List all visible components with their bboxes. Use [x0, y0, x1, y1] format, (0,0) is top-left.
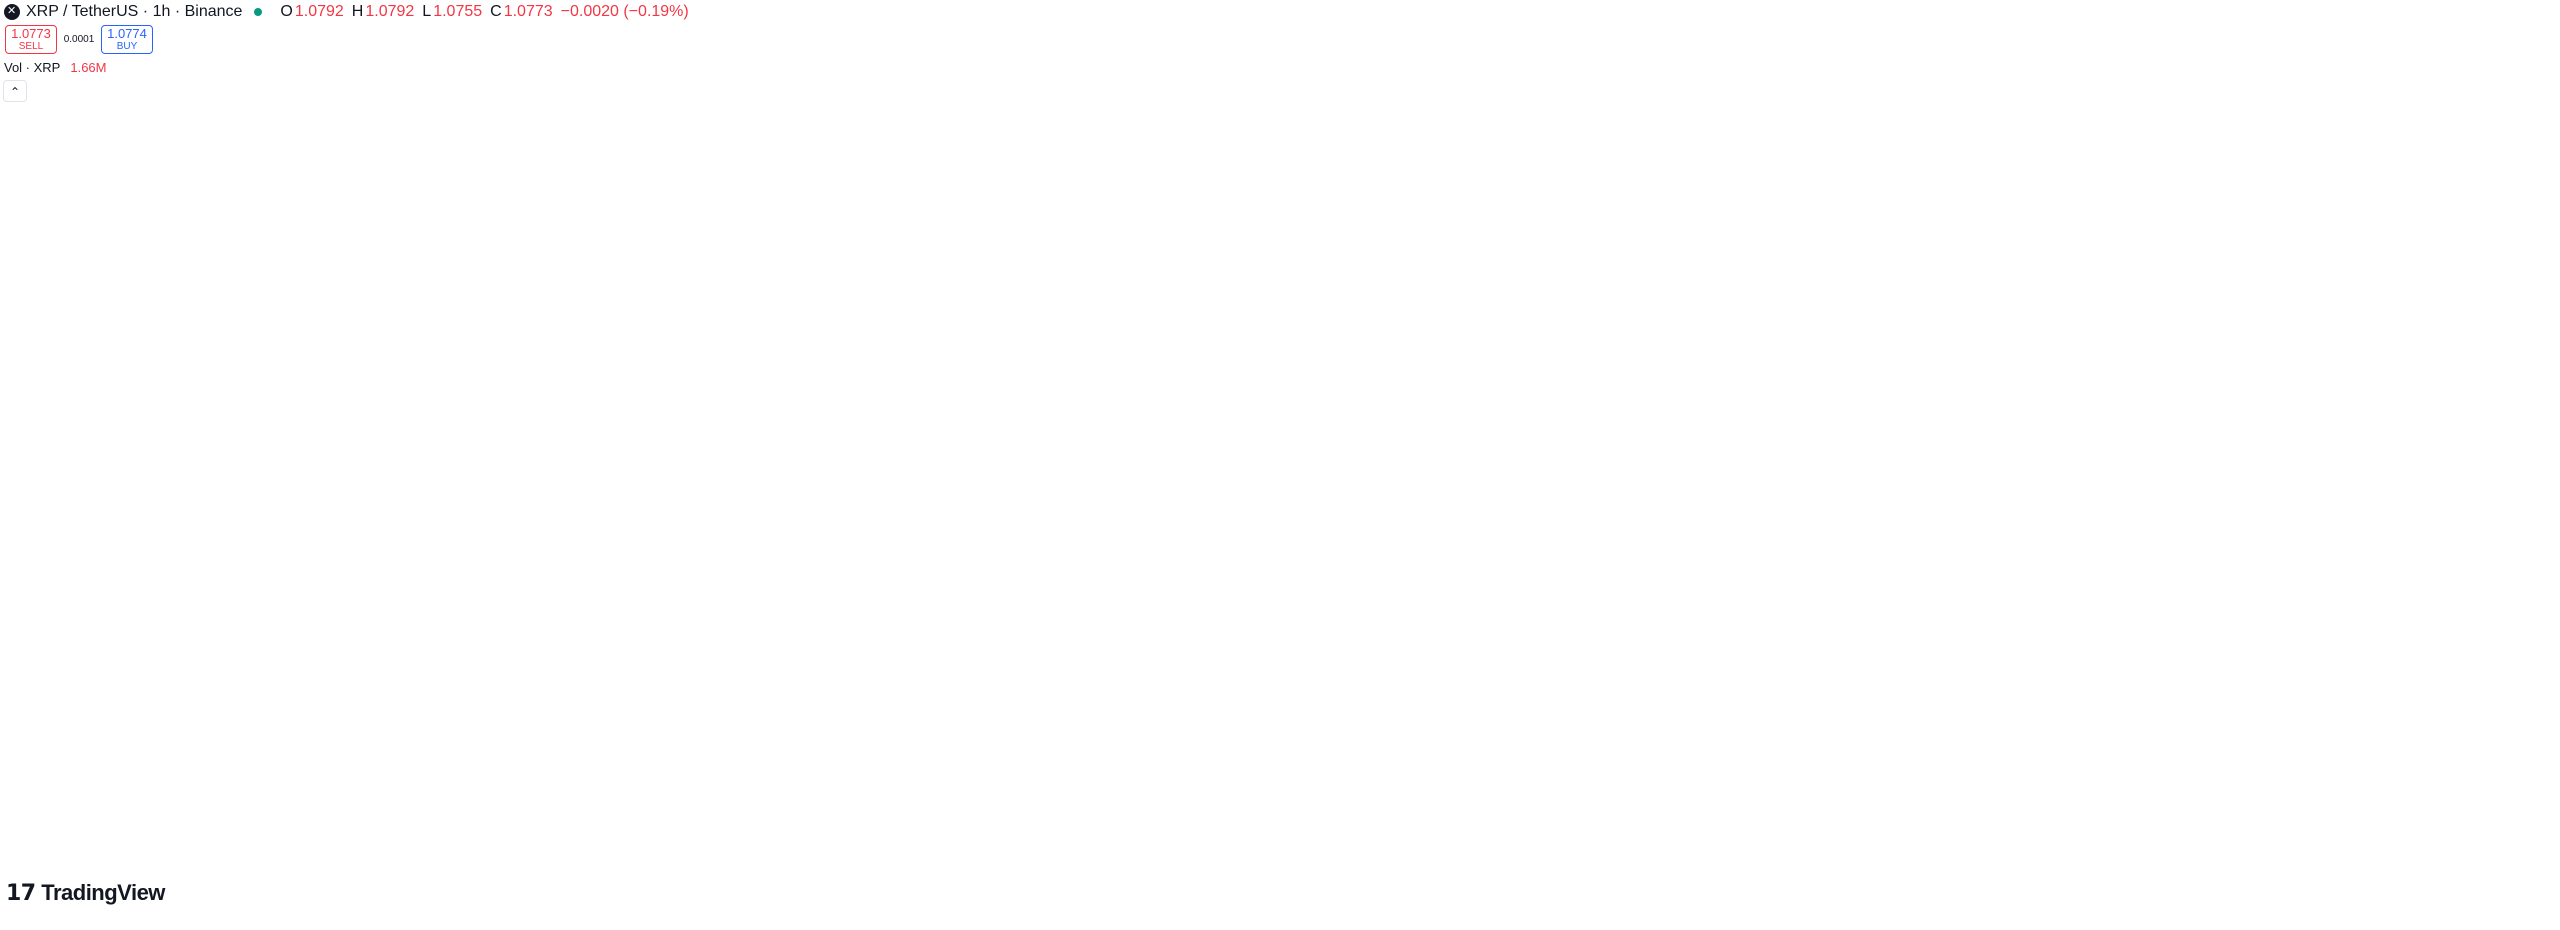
sell-label: SELL — [18, 40, 44, 52]
ohlc-key: H — [351, 3, 364, 20]
market-status — [254, 8, 263, 16]
volume-legend-label: Vol · XRP — [4, 60, 61, 75]
ohlc-value: 1.0792 — [294, 3, 344, 20]
ohlc-key: C — [490, 3, 502, 20]
volume-legend: Vol · XRP 1.66M — [4, 60, 107, 75]
trade-buttons: 1.0773 SELL 0.0001 1.0774 BUY — [5, 25, 153, 54]
volume-legend-value: 1.66M — [70, 60, 107, 75]
buy-price: 1.0774 — [107, 25, 147, 41]
brand-name: TradingView — [41, 880, 165, 905]
ohlc-value: 1.0773 — [503, 3, 553, 20]
sell-price: 1.0773 — [11, 25, 51, 41]
change: −0.0020 (−0.19%) — [560, 3, 689, 20]
symbol-icon — [4, 4, 20, 20]
spread: 0.0001 — [63, 34, 95, 45]
sell-button[interactable]: 1.0773 SELL — [5, 25, 57, 54]
buy-button[interactable]: 1.0774 BUY — [101, 25, 153, 54]
symbol-header: XRP / TetherUS · 1h · Binance O1.0792 H1… — [0, 0, 689, 24]
collapse-button[interactable]: ⌃ — [3, 80, 27, 102]
symbol-title[interactable]: XRP / TetherUS · 1h · Binance — [26, 3, 243, 20]
ohlc-key: L — [422, 3, 432, 20]
ohlc-value: 1.0792 — [365, 3, 415, 20]
ohlc-key: O — [280, 3, 293, 20]
buy-label: BUY — [116, 40, 138, 52]
brand-logo: 𝟭𝟳 TradingView — [6, 880, 165, 905]
ohlc-value: 1.0755 — [433, 3, 483, 20]
